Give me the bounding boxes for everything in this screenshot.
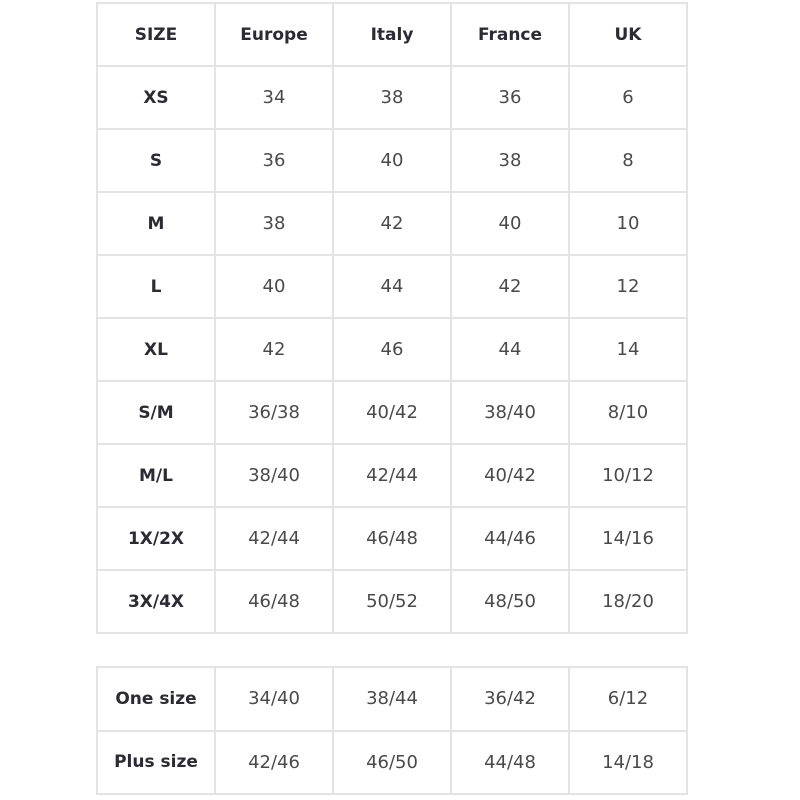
size-value-cell: 42/44: [332, 443, 452, 508]
size-label-cell: L: [96, 254, 216, 319]
size-value-cell: 40/42: [332, 380, 452, 445]
size-value-cell: 14/16: [568, 506, 688, 571]
size-value-cell: 38: [450, 128, 570, 193]
size-value-cell: 34/40: [214, 666, 334, 732]
table-row: M 38 42 40 10: [96, 191, 688, 256]
size-value-cell: 46/48: [332, 506, 452, 571]
size-label-cell: S/M: [96, 380, 216, 445]
table-row: 3X/4X 46/48 50/52 48/50 18/20: [96, 569, 688, 634]
size-value-cell: 44/48: [450, 729, 570, 795]
size-label-cell: M/L: [96, 443, 216, 508]
column-header: Italy: [332, 2, 452, 67]
size-value-cell: 44/46: [450, 506, 570, 571]
size-label-cell: XL: [96, 317, 216, 382]
size-value-cell: 36: [214, 128, 334, 193]
table-row: Plus size 42/46 46/50 44/48 14/18: [96, 729, 688, 795]
size-value-cell: 44: [450, 317, 570, 382]
size-value-cell: 42/46: [214, 729, 334, 795]
size-value-cell: 44: [332, 254, 452, 319]
column-header: UK: [568, 2, 688, 67]
column-header: Europe: [214, 2, 334, 67]
size-label-cell: M: [96, 191, 216, 256]
table-row: One size 34/40 38/44 36/42 6/12: [96, 666, 688, 732]
table-row: S/M 36/38 40/42 38/40 8/10: [96, 380, 688, 445]
size-value-cell: 8: [568, 128, 688, 193]
size-value-cell: 6/12: [568, 666, 688, 732]
column-header: SIZE: [96, 2, 216, 67]
size-value-cell: 42: [332, 191, 452, 256]
size-label-cell: One size: [96, 666, 216, 732]
size-value-cell: 38: [214, 191, 334, 256]
table-row: M/L 38/40 42/44 40/42 10/12: [96, 443, 688, 508]
table-header-row: SIZE Europe Italy France UK: [96, 2, 688, 67]
size-value-cell: 40/42: [450, 443, 570, 508]
size-value-cell: 36: [450, 65, 570, 130]
size-value-cell: 46: [332, 317, 452, 382]
size-value-cell: 12: [568, 254, 688, 319]
table-row: XL 42 46 44 14: [96, 317, 688, 382]
size-value-cell: 14/18: [568, 729, 688, 795]
size-value-cell: 42: [214, 317, 334, 382]
size-value-cell: 42/44: [214, 506, 334, 571]
size-value-cell: 10/12: [568, 443, 688, 508]
size-value-cell: 6: [568, 65, 688, 130]
size-value-cell: 40: [214, 254, 334, 319]
table-row: XS 34 38 36 6: [96, 65, 688, 130]
size-value-cell: 10: [568, 191, 688, 256]
size-value-cell: 42: [450, 254, 570, 319]
one-size-plus-size-table: One size 34/40 38/44 36/42 6/12 Plus size 42/4…: [96, 666, 688, 795]
size-value-cell: 34: [214, 65, 334, 130]
size-value-cell: 36/38: [214, 380, 334, 445]
size-value-cell: 38/40: [214, 443, 334, 508]
size-label-cell: Plus size: [96, 729, 216, 795]
size-value-cell: 14: [568, 317, 688, 382]
size-value-cell: 46/50: [332, 729, 452, 795]
size-value-cell: 18/20: [568, 569, 688, 634]
size-value-cell: 36/42: [450, 666, 570, 732]
size-value-cell: 38/44: [332, 666, 452, 732]
size-label-cell: S: [96, 128, 216, 193]
size-value-cell: 38: [332, 65, 452, 130]
size-value-cell: 8/10: [568, 380, 688, 445]
size-chart-table: SIZE Europe Italy France UK XS 34 38 36 6 S 36 40 38…: [96, 2, 688, 634]
size-value-cell: 40: [332, 128, 452, 193]
table-row: 1X/2X 42/44 46/48 44/46 14/16: [96, 506, 688, 571]
size-value-cell: 40: [450, 191, 570, 256]
size-value-cell: 38/40: [450, 380, 570, 445]
size-value-cell: 48/50: [450, 569, 570, 634]
size-value-cell: 46/48: [214, 569, 334, 634]
table-row: S 36 40 38 8: [96, 128, 688, 193]
size-label-cell: XS: [96, 65, 216, 130]
size-label-cell: 1X/2X: [96, 506, 216, 571]
size-label-cell: 3X/4X: [96, 569, 216, 634]
column-header: France: [450, 2, 570, 67]
table-row: L 40 44 42 12: [96, 254, 688, 319]
size-value-cell: 50/52: [332, 569, 452, 634]
